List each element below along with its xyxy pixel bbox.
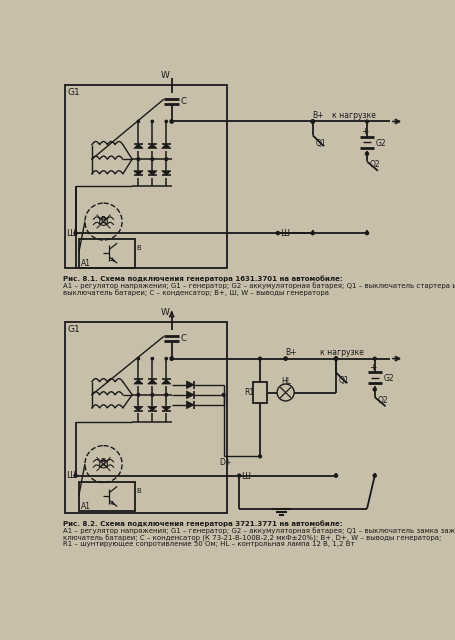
Circle shape [151,394,153,396]
Circle shape [310,120,313,123]
Polygon shape [186,401,194,409]
Text: A1: A1 [81,502,91,511]
Text: А1 – регулятор напряжения; G1 – генератор; G2 – аккумуляторная батарея; Q1 – вык: А1 – регулятор напряжения; G1 – генерато… [63,527,455,534]
Circle shape [222,394,224,396]
Bar [79,482,134,511]
Circle shape [151,158,153,161]
Bar [65,322,227,513]
Polygon shape [161,171,171,175]
Text: к нагрузке: к нагрузке [331,111,375,120]
Text: Ш: Ш [279,229,288,238]
Text: B+: B+ [285,348,297,357]
Polygon shape [147,380,157,384]
Circle shape [283,357,287,360]
Circle shape [310,232,313,235]
Text: Ш: Ш [66,228,75,237]
Text: R1: R1 [243,388,253,397]
Text: R1 – шунтирующее сопротивление 50 Ом; HL – контрольная лампа 12 В, 1,2 Вт: R1 – шунтирующее сопротивление 50 Ом; HL… [63,541,354,547]
Bar [65,84,227,268]
Circle shape [334,357,337,360]
Text: B: B [136,244,141,251]
Circle shape [334,357,337,360]
Circle shape [74,232,77,235]
Text: Q1: Q1 [315,138,326,147]
Polygon shape [186,391,194,399]
Polygon shape [133,171,143,175]
Text: ключатель батареи; С – конденсатор (К 73-21-В-100В-2,2 мкФ±20%); B+, D+, W – выв: ключатель батареи; С – конденсатор (К 73… [63,534,440,541]
Circle shape [151,120,153,123]
Text: B: B [136,488,141,494]
Polygon shape [133,406,143,411]
Circle shape [310,120,314,123]
Text: А1 – регулятор напряжения; G1 – генератор; G2 – аккумуляторная батарея; Q1 – вык: А1 – регулятор напряжения; G1 – генерато… [63,282,455,289]
Polygon shape [133,144,143,148]
Text: A1: A1 [81,259,91,268]
Text: Q2: Q2 [377,396,388,404]
Circle shape [258,357,261,360]
Polygon shape [186,381,194,388]
Text: Ш: Ш [66,471,75,480]
Text: W: W [161,71,169,80]
Circle shape [373,357,375,360]
Circle shape [165,120,167,123]
Text: +: + [361,127,368,136]
Text: C: C [181,97,187,106]
Polygon shape [161,144,171,148]
Text: W: W [161,308,169,317]
Text: Рис. 8.2. Схема подключения генератора 3721.3771 на автомобиле:: Рис. 8.2. Схема подключения генератора 3… [63,520,342,527]
Circle shape [165,358,167,360]
Circle shape [365,120,368,123]
Text: G1: G1 [68,88,81,97]
Circle shape [334,474,337,477]
Text: Q1: Q1 [339,376,349,385]
Text: HL: HL [280,377,290,386]
Circle shape [170,357,173,360]
Circle shape [74,474,77,477]
Circle shape [237,474,240,477]
Circle shape [165,394,167,396]
Polygon shape [147,171,157,175]
Circle shape [258,455,261,458]
Text: G2: G2 [375,138,385,147]
Polygon shape [133,380,143,384]
Text: +: + [369,363,376,372]
Text: Рис. 8.1. Схема подключения генератора 1631.3701 на автомобиле:: Рис. 8.1. Схема подключения генератора 1… [63,275,342,282]
Circle shape [276,232,279,235]
Circle shape [334,357,337,360]
Text: G2: G2 [383,374,393,383]
Circle shape [364,152,368,156]
Polygon shape [147,406,157,411]
Circle shape [137,358,139,360]
Circle shape [165,158,167,161]
Circle shape [136,394,140,396]
Text: G1: G1 [68,325,81,334]
Bar [253,381,267,403]
Text: B: B [100,216,105,225]
Text: C: C [181,334,187,343]
Text: B+: B+ [312,111,324,120]
Text: D+: D+ [218,458,231,467]
Circle shape [137,120,139,123]
Text: к нагрузке: к нагрузке [320,348,364,357]
Polygon shape [161,406,171,411]
Polygon shape [147,144,157,148]
Bar [79,239,134,268]
Text: Ш: Ш [241,472,250,481]
Text: выключатель батареи; С – конденсатор; B+, Ш, W – выводы генератора: выключатель батареи; С – конденсатор; B+… [63,289,329,296]
Circle shape [151,358,153,360]
Circle shape [372,474,375,477]
Circle shape [372,388,375,391]
Polygon shape [161,380,171,384]
Circle shape [364,232,368,235]
Text: B: B [100,458,105,467]
Circle shape [136,158,140,161]
Text: Q2: Q2 [369,160,380,169]
Circle shape [170,120,173,123]
